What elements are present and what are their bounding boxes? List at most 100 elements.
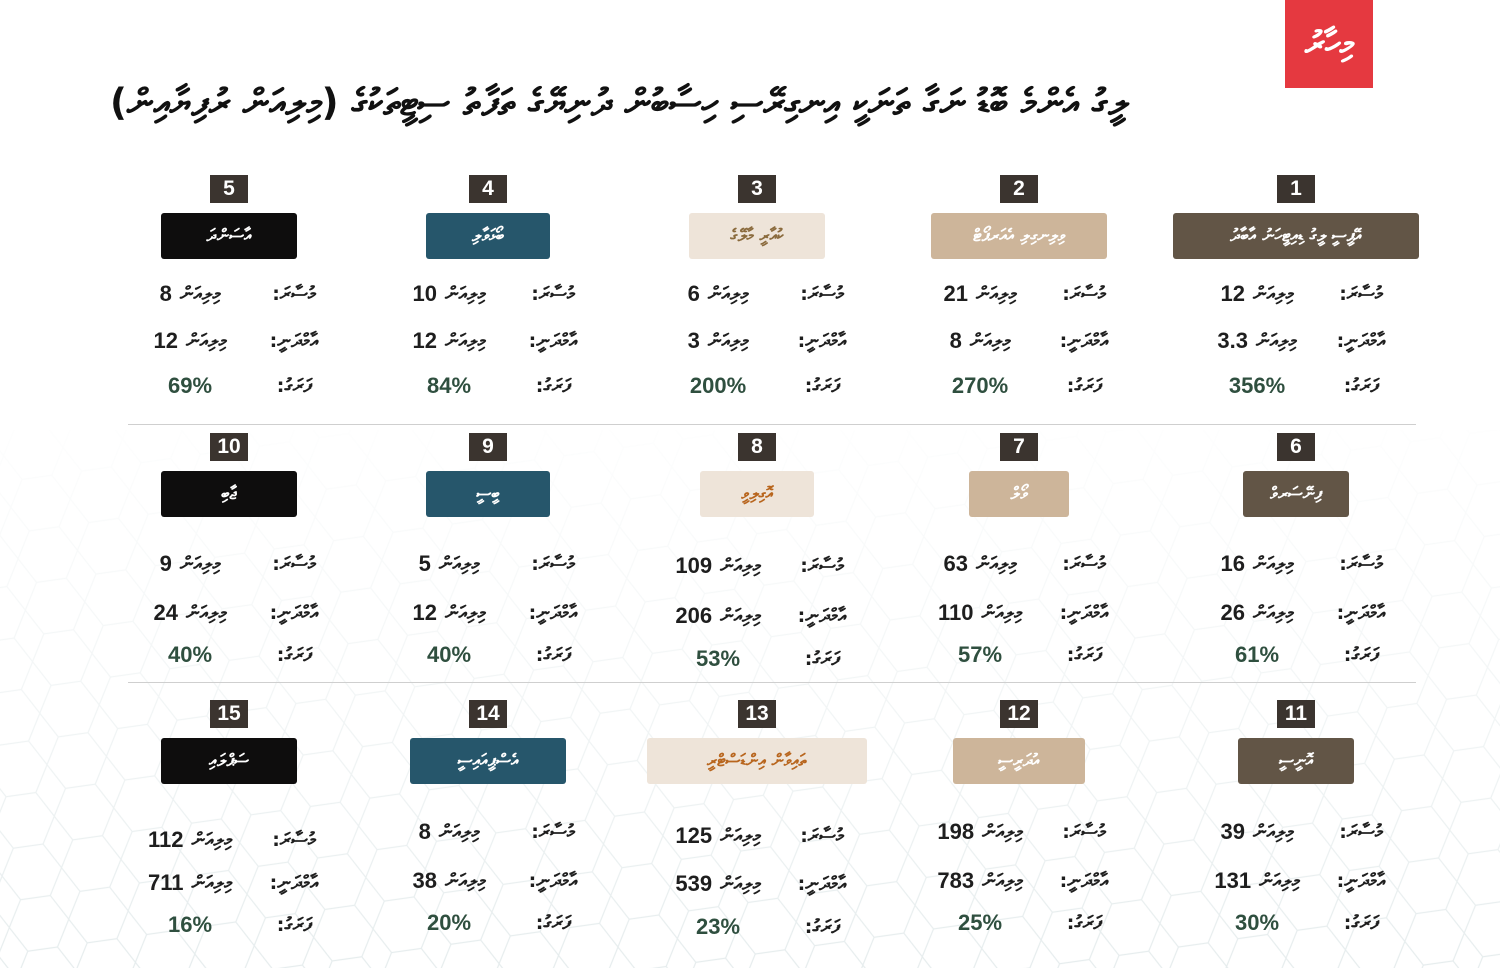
listed-label: މުސާރަ: bbox=[800, 825, 844, 847]
city-label: ބޯޅަވާލި bbox=[426, 213, 550, 259]
ranking-card: 11 އޮނީސީ މުސާރަ: 39 މިލިއަން އާމްދަނީ: 131… bbox=[1176, 700, 1416, 940]
listed-label: މުސާރަ: bbox=[800, 283, 844, 305]
unit-label: މިލިއަން bbox=[185, 330, 227, 352]
change-label: ފަރަގު: bbox=[1066, 644, 1102, 666]
rent-label: އާމްދަނީ: bbox=[269, 330, 319, 352]
listed-label: މުސާރަ: bbox=[1062, 553, 1106, 575]
ranking-card: 3 ކުއާރީ މާލޭގެ މުސާރަ: 6 މިލިއަން އާމްދަނ… bbox=[637, 175, 877, 415]
change-row: ފަރަގު: 30% bbox=[1176, 906, 1416, 940]
change-label: ފަރަގު: bbox=[804, 648, 840, 670]
unit-label: މިލިއަން bbox=[1252, 283, 1294, 305]
rent-number: 12 bbox=[153, 328, 178, 353]
change-percent: 40% bbox=[167, 642, 213, 667]
rent-number: 711 bbox=[147, 870, 184, 895]
rank-badge: 10 bbox=[210, 433, 248, 461]
rent-row: އާމްދަނީ: 12 މިލިއަން bbox=[109, 324, 349, 358]
ranking-card: 6 ފިނޭސަރވް މުސާރަ: 16 މިލިއަން އާމްދަނީ: 2… bbox=[1176, 433, 1416, 673]
unit-label: މިލިއަން bbox=[179, 283, 221, 305]
row-divider bbox=[128, 424, 1416, 425]
rent-number: 783 bbox=[937, 868, 975, 893]
listed-row: މުސާރަ: 9 މިލިއަން bbox=[109, 547, 349, 581]
rent-label: އާމްދަނީ: bbox=[797, 330, 847, 352]
listed-label: މުސާރަ: bbox=[531, 283, 575, 305]
brand-logo[interactable]: މިހާރު bbox=[1285, 0, 1373, 88]
listed-label: މުސާރަ: bbox=[272, 829, 316, 851]
change-percent: 16% bbox=[167, 912, 213, 937]
listed-row: މުސާރަ: 8 މިލިއަން bbox=[368, 815, 608, 849]
rank-badge: 6 bbox=[1277, 433, 1315, 461]
change-row: ފަރަގު: 23% bbox=[637, 910, 877, 944]
rent-row: އާމްދަނީ: 12 މިލިއަން bbox=[368, 596, 608, 630]
ranking-card: 2 ވިލިނގިލި އެއަރޕޯޓް މުސާރަ: 21 މިލިއަން … bbox=[899, 175, 1139, 415]
unit-label: މިލިއަން bbox=[975, 553, 1017, 575]
change-row: ފަރަގު: 25% bbox=[899, 906, 1139, 940]
change-label: ފަރަގު: bbox=[1343, 375, 1379, 397]
listed-value: 6 މިލިއަން bbox=[653, 281, 783, 307]
rent-label: އާމްދަނީ: bbox=[1059, 870, 1109, 892]
change-percent: 40% bbox=[426, 642, 472, 667]
listed-value: 16 މިލިއަން bbox=[1192, 551, 1322, 577]
listed-label: މުސާރަ: bbox=[531, 821, 575, 843]
city-label: ވިލިނގިލި އެއަރޕޯޓް bbox=[931, 213, 1107, 259]
change-row: ފަރަގު: 69% bbox=[109, 369, 349, 403]
listed-value: 112 މިލިއަން bbox=[125, 827, 255, 853]
change-row: ފަރަގު: 61% bbox=[1176, 638, 1416, 672]
rent-number: 110 bbox=[937, 600, 974, 625]
ranking-card: 14 އެސްޕީއައިސީ މުސާރަ: 8 މިލިއަން އާމްދަނ… bbox=[368, 700, 608, 940]
ranking-card: 8 އޮގިލިވީ މުސާރަ: 109 މިލިއަން އާމްދަނީ: 2… bbox=[637, 433, 877, 673]
rent-row: އާމްދަނީ: 3 މިލިއަން bbox=[637, 324, 877, 358]
listed-number: 63 bbox=[943, 551, 968, 576]
rank-badge: 7 bbox=[1000, 433, 1038, 461]
rent-value: 110 މިލިއަން bbox=[915, 600, 1045, 626]
unit-label: މިލިއަން bbox=[444, 330, 486, 352]
unit-label: މިލިއަން bbox=[982, 870, 1023, 892]
rent-label: އާމްދަނީ: bbox=[269, 872, 319, 894]
rent-value: 8 މިލިއަން bbox=[915, 328, 1045, 354]
ranking-card: 13 ތައިވާން އިންޑަސްޓްރީ މުސާރަ: 125 މިލިއ… bbox=[637, 700, 877, 940]
change-percent: 200% bbox=[689, 373, 747, 398]
listed-number: 8 bbox=[418, 819, 431, 844]
ranking-card: 1 އޭޕީސީ ލީގު ޑިއިޓީހަނު އާބާދު މުސާރަ: 1… bbox=[1173, 175, 1419, 415]
listed-number: 109 bbox=[675, 553, 713, 578]
listed-row: މުސާރަ: 109 މިލިއަން bbox=[637, 549, 877, 583]
listed-value: 21 މިލިއަން bbox=[915, 281, 1045, 307]
change-row: ފަރަގު: 57% bbox=[899, 638, 1139, 672]
ranking-card: 5 އާސަންދަ މުސާރަ: 8 މިލިއަން އާމްދަނީ: 12 މ… bbox=[109, 175, 349, 415]
rent-value: 38 މިލިއަން bbox=[384, 868, 514, 894]
change-row: ފަރަގު: 40% bbox=[368, 638, 608, 672]
listed-number: 125 bbox=[675, 823, 713, 848]
change-percent: 23% bbox=[695, 914, 741, 939]
change-label: ފަރަގު: bbox=[535, 644, 571, 666]
rent-value: 12 މިލިއަން bbox=[125, 328, 255, 354]
change-percent: 20% bbox=[426, 910, 472, 935]
unit-label: މިލިއަން bbox=[1252, 821, 1294, 843]
unit-label: މިލިއަން bbox=[179, 553, 221, 575]
unit-label: މިލިއަން bbox=[975, 283, 1017, 305]
listed-value: 8 މިލިއަން bbox=[125, 281, 255, 307]
unit-label: މިލިއަން bbox=[720, 605, 761, 627]
listed-row: މުސާރަ: 112 މިލިއަން bbox=[109, 823, 349, 857]
rent-row: އާމްދަނީ: 26 މިލިއަން bbox=[1176, 596, 1416, 630]
city-label: ޖާބި bbox=[161, 471, 297, 517]
change-percent: 69% bbox=[167, 373, 213, 398]
rent-label: އާމްދަނީ: bbox=[797, 873, 847, 895]
rent-label: އާމްދަނީ: bbox=[1336, 602, 1386, 624]
rank-badge: 2 bbox=[1000, 175, 1038, 203]
change-percent: 84% bbox=[426, 373, 472, 398]
listed-number: 8 bbox=[159, 281, 172, 306]
listed-label: މުސާރަ: bbox=[1339, 821, 1383, 843]
unit-label: މިލިއަން bbox=[720, 873, 761, 895]
rent-value: 206 މިލިއަން bbox=[653, 603, 783, 629]
rent-row: އާމްދަނީ: 539 މިލިއަން bbox=[637, 867, 877, 901]
listed-row: މުސާރަ: 21 މިލިއަން bbox=[899, 277, 1139, 311]
city-label: އާސަންދަ bbox=[161, 213, 297, 259]
ranking-card: 7 ވޯލް މުސާރަ: 63 މިލިއަން އާމްދަނީ: 110 މިލ… bbox=[899, 433, 1139, 673]
rent-row: އާމްދަނީ: 131 މިލިއަން bbox=[1176, 864, 1416, 898]
change-percent: 57% bbox=[957, 642, 1003, 667]
listed-number: 6 bbox=[687, 281, 700, 306]
rank-badge: 1 bbox=[1277, 175, 1315, 203]
page-title: ލީގު އެންމެ ބޮޑު ނަގާ ތަނަކީ އިނގިރޭސި ހ… bbox=[110, 81, 1128, 124]
listed-row: މުސާރަ: 198 މިލިއަން bbox=[899, 815, 1139, 849]
listed-row: މުސާރަ: 16 މިލިއަން bbox=[1176, 547, 1416, 581]
listed-label: މުސާރަ: bbox=[1062, 283, 1106, 305]
